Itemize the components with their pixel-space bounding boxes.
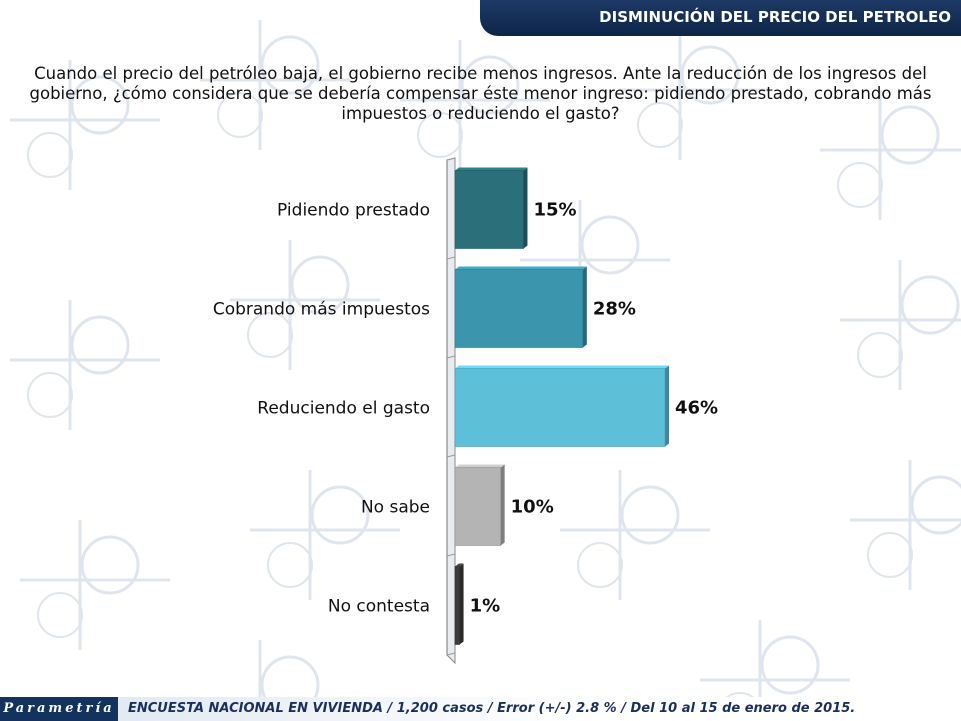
bar-4 [454, 464, 505, 546]
bar-top [455, 365, 669, 369]
bar-front [454, 467, 501, 546]
axis-tick [446, 355, 456, 359]
footer: Parametría ENCUESTA NACIONAL EN VIVIENDA… [0, 697, 961, 721]
bar-top [455, 464, 505, 468]
bar-side [665, 365, 669, 447]
axis-tick [446, 652, 456, 656]
bars [454, 167, 669, 645]
survey-methodology-note: ENCUESTA NACIONAL EN VIVIENDA / 1,200 ca… [128, 701, 856, 716]
bar-side [523, 167, 528, 249]
parametria-logo: Parametría [0, 697, 118, 721]
axis-wall [446, 157, 456, 665]
bar-front [454, 368, 666, 447]
axis-tick [446, 553, 456, 557]
axis-tick [446, 157, 456, 161]
value-label: 46% [675, 398, 718, 419]
axis-tick [446, 256, 456, 260]
value-labels: 15% 28% 46% 10% 1% [470, 200, 719, 617]
bar-front [454, 566, 460, 645]
bar-front [454, 170, 524, 249]
bar-1 [454, 167, 528, 249]
category-labels: Pidiendo prestado Cobrando más impuestos R… [213, 201, 430, 617]
category-label: No sabe [361, 498, 430, 518]
page-title: DISMINUCIÓN DEL PRECIO DEL PETROLEO [599, 8, 951, 26]
header-banner: DISMINUCIÓN DEL PRECIO DEL PETROLEO [480, 0, 961, 36]
value-label: 10% [511, 497, 554, 518]
bar-3 [454, 365, 669, 447]
bar-side [582, 266, 587, 348]
bar-2 [454, 266, 587, 348]
survey-question: Cuando el precio del petróleo baja, el g… [29, 64, 932, 123]
category-label: Pidiendo prestado [277, 201, 430, 221]
bar-side [500, 464, 505, 546]
bar-front [454, 269, 584, 348]
bar-top [455, 266, 587, 270]
value-label: 15% [533, 200, 576, 221]
value-label: 1% [470, 596, 501, 617]
category-label: No contesta [328, 597, 430, 617]
axis-tick [446, 454, 456, 458]
plot-frame [446, 157, 456, 665]
bar-top [455, 167, 528, 171]
category-label: Cobrando más impuestos [213, 300, 430, 320]
bar-top [455, 563, 464, 567]
bar-5 [454, 563, 464, 645]
value-label: 28% [593, 299, 636, 320]
bar-side [459, 563, 464, 645]
category-label: Reduciendo el gasto [257, 399, 430, 419]
